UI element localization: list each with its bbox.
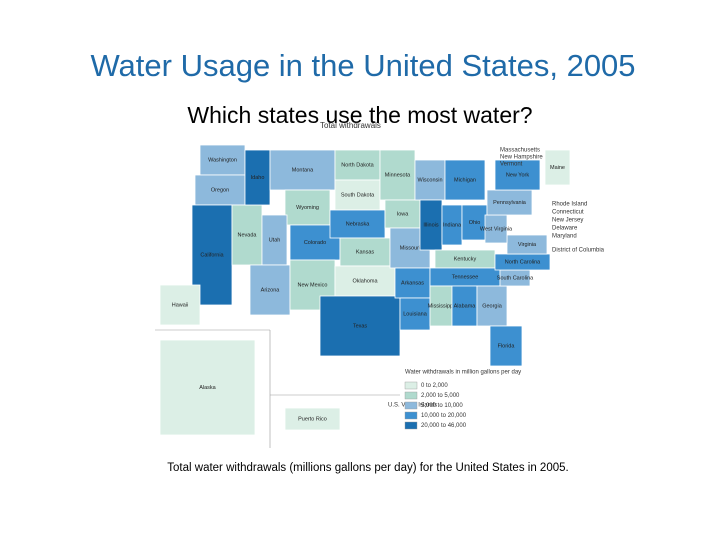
state-label: Alaska — [199, 385, 216, 391]
state-label: Montana — [292, 167, 314, 173]
state-label: Wyoming — [296, 205, 319, 211]
state-label: Mississippi — [428, 303, 455, 309]
state-label: Pennsylvania — [493, 200, 527, 206]
state — [486, 189, 533, 216]
slide-subtitle: Which states use the most water? — [187, 102, 532, 128]
state — [284, 189, 331, 226]
state-label: Ohio — [469, 220, 481, 226]
callout-label: Connecticut — [552, 210, 584, 216]
state-label: Kansas — [356, 249, 375, 255]
callout-label: New Jersey — [552, 218, 583, 224]
state-label: Virginia — [518, 242, 537, 248]
map-title: Total withdrawals — [320, 121, 381, 130]
state-label: Washington — [208, 157, 237, 163]
state-label: North Dakota — [341, 162, 374, 168]
state — [444, 159, 486, 201]
legend-label: 10,000 to 20,000 — [421, 413, 467, 419]
state — [379, 149, 416, 201]
callout-label: District of Columbia — [552, 248, 605, 254]
state-label: Arizona — [261, 287, 281, 293]
state — [451, 285, 478, 327]
state — [544, 149, 571, 186]
state — [289, 259, 336, 311]
state-label: North Carolina — [505, 259, 541, 265]
state-label: Utah — [269, 237, 281, 243]
state-label: Colorado — [304, 240, 326, 246]
state — [159, 339, 256, 436]
state-label: New York — [506, 172, 529, 178]
legend-label: 2,000 to 5,000 — [421, 393, 460, 399]
state-label: Maine — [550, 165, 565, 171]
legend-swatch — [404, 391, 418, 400]
state-label: Michigan — [454, 177, 476, 183]
state-label: Wisconsin — [417, 177, 442, 183]
state — [339, 237, 391, 267]
state-label: Hawaii — [172, 302, 189, 308]
state-label: Florida — [498, 343, 516, 349]
state-label: South Carolina — [497, 275, 534, 281]
callout-label: Rhode Island — [552, 202, 587, 208]
state-label: California — [200, 252, 224, 258]
state-label: West Virginia — [480, 226, 513, 232]
state-label: Tennessee — [452, 274, 479, 280]
state-label: Illinois — [423, 222, 439, 228]
state-label: Alabama — [454, 303, 477, 309]
state-label: Puerto Rico — [298, 416, 327, 422]
state — [249, 264, 291, 316]
state — [231, 204, 263, 266]
state-label: Georgia — [482, 303, 503, 309]
callout-label: Vermont — [500, 162, 523, 168]
callout-label: Maryland — [552, 234, 577, 240]
legend-swatch — [404, 411, 418, 420]
state — [489, 325, 523, 367]
callout-label: Massachusetts — [500, 148, 540, 154]
legend-swatch — [404, 381, 418, 390]
legend-label: 20,000 to 46,000 — [421, 423, 467, 429]
state — [399, 297, 431, 331]
state — [261, 214, 288, 266]
legend-swatch — [404, 421, 418, 430]
state-label: Idaho — [251, 175, 265, 181]
state-label: Texas — [353, 323, 368, 329]
state — [494, 159, 541, 191]
state-label: Minnesota — [385, 172, 411, 178]
legend-label: 0 to 2,000 — [421, 383, 448, 389]
state — [284, 407, 341, 431]
legend-swatch — [404, 401, 418, 410]
state — [394, 267, 431, 299]
state — [244, 149, 271, 206]
caption: Total water withdrawals (millions gallon… — [167, 462, 568, 474]
callout-label: Delaware — [552, 226, 578, 232]
state — [191, 204, 233, 306]
state — [269, 149, 336, 191]
state — [334, 265, 396, 297]
state — [159, 284, 201, 326]
state-label: South Dakota — [341, 192, 375, 198]
state — [506, 234, 548, 255]
legend-label: 5,000 to 10,000 — [421, 403, 463, 409]
callout-label: New Hampshire — [500, 155, 543, 161]
state-label: Kentucky — [454, 256, 477, 262]
state-label: Indiana — [443, 222, 462, 228]
state — [384, 199, 421, 229]
state-label: Nevada — [238, 232, 258, 238]
state — [319, 295, 401, 357]
state-label: Arkansas — [401, 280, 424, 286]
slide-title: Water Usage in the United States, 2005 — [90, 48, 635, 83]
state-label: New Mexico — [298, 282, 328, 288]
state-label: Iowa — [397, 211, 410, 217]
state-label: Nebraska — [346, 221, 370, 227]
state — [334, 179, 381, 211]
state-label: Oregon — [211, 187, 229, 193]
state-label: Oklahoma — [352, 278, 378, 284]
legend-title: Water withdrawals in million gallons per… — [405, 370, 521, 376]
state-label: Louisiana — [403, 311, 427, 317]
state-label: Missouri — [400, 245, 420, 251]
